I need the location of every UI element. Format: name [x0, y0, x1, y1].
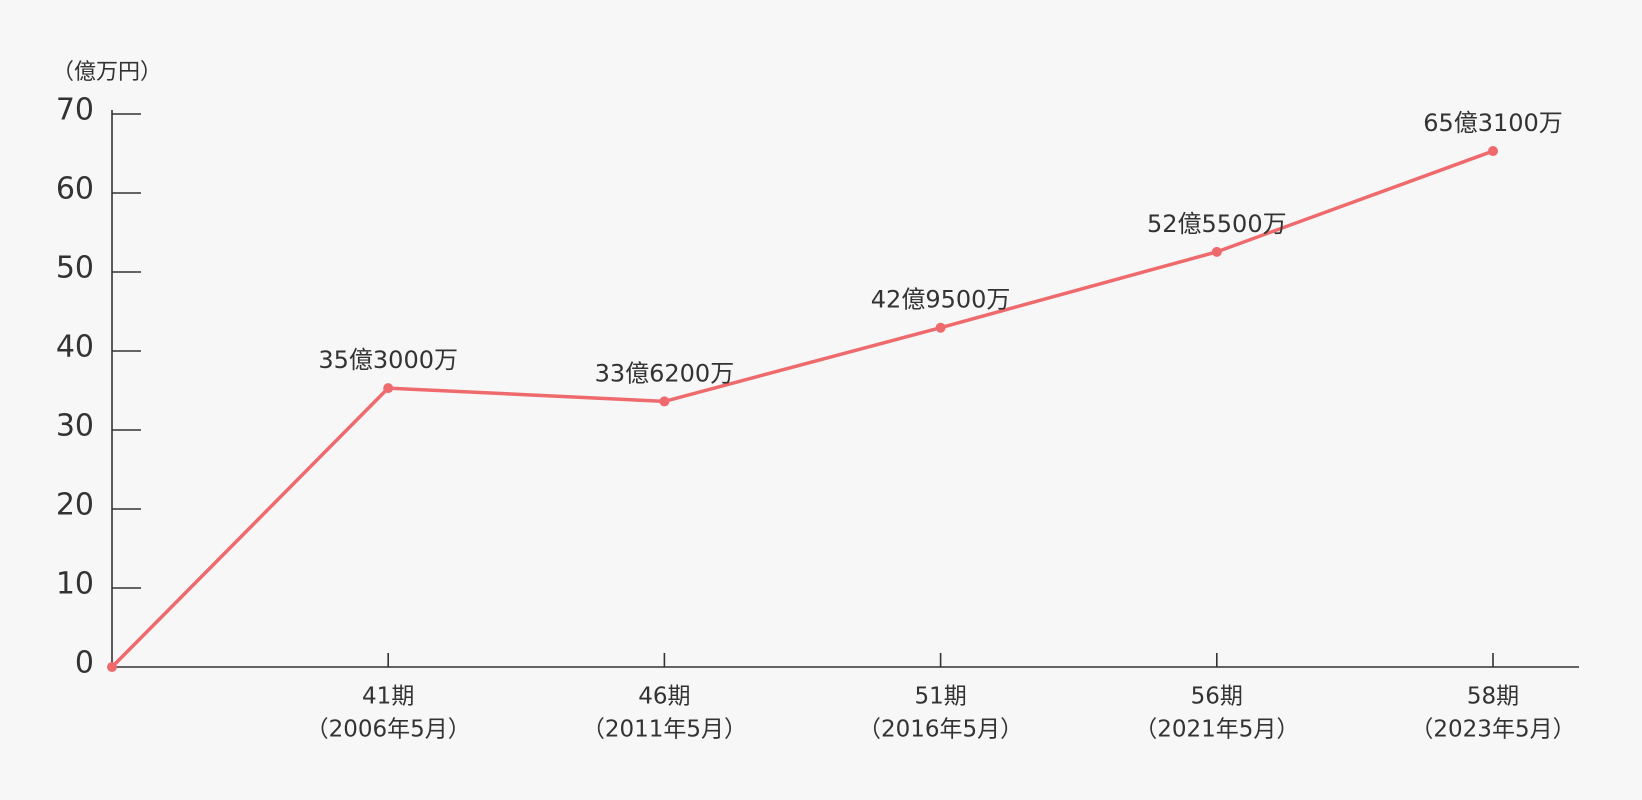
x-tick-sublabel: （2023年5月） [1410, 717, 1575, 743]
x-tick-label: 41期 [362, 684, 414, 710]
y-tick-label: 60 [56, 172, 94, 207]
x-tick-sublabel: （2011年5月） [582, 717, 747, 743]
point [1488, 146, 1498, 157]
x-tick-label: 58期 [1467, 684, 1519, 710]
line [110, 149, 1494, 669]
y-tick-label: 20 [56, 488, 94, 523]
point [107, 662, 117, 672]
value-label: 52億5500万 [1147, 210, 1287, 238]
y-tick-label: 10 [56, 567, 94, 602]
x-tick-label: 56期 [1191, 684, 1243, 710]
value-label: 42億9500万 [871, 286, 1011, 314]
x-tick-sublabel: （2021年5月） [1134, 717, 1299, 743]
y-tick-label: 70 [56, 93, 94, 128]
value-label: 35億3000万 [318, 346, 458, 374]
x-tick-sublabel: （2006年5月） [306, 717, 471, 743]
point [935, 322, 946, 333]
y-tick-label: 0 [75, 646, 94, 681]
value-label: 33億6200万 [595, 359, 735, 387]
point [1211, 246, 1222, 257]
x-tick-label: 51期 [914, 684, 966, 710]
y-unit: （億万円） [52, 60, 162, 85]
y-tick-label: 40 [56, 330, 94, 365]
point [659, 396, 670, 407]
y-tick-label: 30 [56, 409, 94, 444]
x-tick-sublabel: （2016年5月） [858, 717, 1023, 743]
point [383, 383, 394, 394]
x-tick-label: 46期 [638, 684, 690, 710]
value-label: 65億3100万 [1423, 109, 1563, 137]
y-tick-label: 50 [56, 251, 94, 286]
